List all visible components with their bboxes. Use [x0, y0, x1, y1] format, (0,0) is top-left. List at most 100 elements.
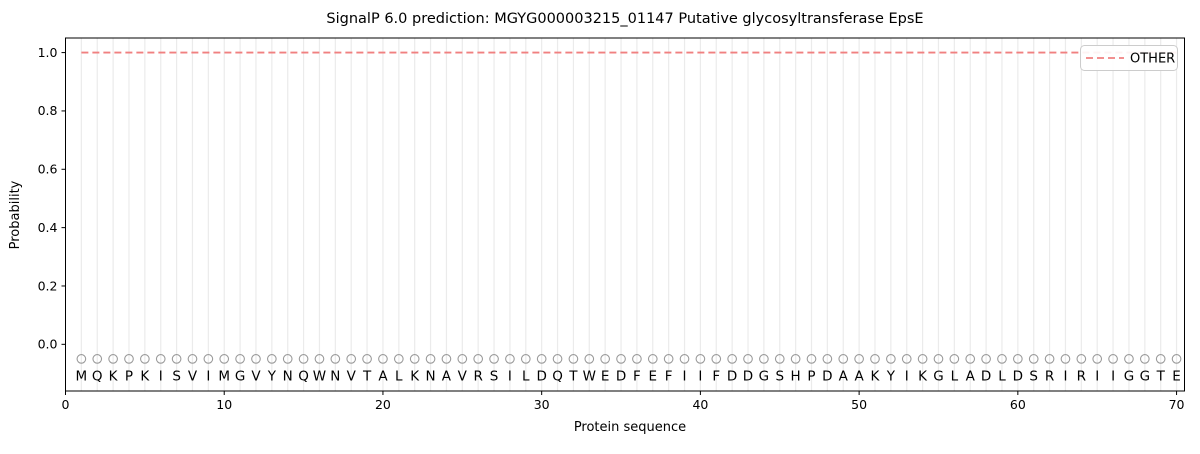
residue-letter: F [665, 369, 673, 385]
residue-marker [711, 354, 722, 364]
residue-marker [505, 354, 515, 364]
residue-marker [203, 354, 214, 364]
residue-marker [235, 354, 245, 364]
chart-title: SignalP 6.0 prediction: MGYG000003215_01… [326, 11, 923, 27]
residue-letter: D [536, 369, 546, 385]
residue-letter: W [313, 369, 326, 385]
residue-letter: D [981, 369, 991, 385]
residue-marker [584, 354, 595, 364]
residue-marker [298, 354, 309, 364]
y-tick-label: 1.0 [38, 45, 58, 60]
residue-letter: E [601, 369, 610, 385]
residue-letter: K [410, 369, 420, 385]
residue-letter: V [251, 369, 261, 385]
residue-letter: K [140, 369, 150, 385]
residue-marker [1012, 354, 1023, 364]
residue-marker [917, 354, 928, 364]
residue-marker [171, 354, 182, 364]
residue-markers [76, 354, 1182, 364]
residue-letter: R [1045, 369, 1054, 385]
residue-letter: P [125, 369, 133, 385]
y-axis: 0.0 0.2 0.4 0.6 0.8 1.0 [38, 45, 66, 352]
spine-box [65, 37, 1185, 392]
legend-box [1080, 45, 1178, 71]
x-axis-label: Protein sequence [574, 420, 686, 435]
residue-marker [616, 354, 626, 364]
residue-marker [76, 354, 87, 364]
residue-letter: G [1140, 369, 1150, 385]
x-tick-label: 10 [216, 397, 232, 412]
residue-letter: D [727, 369, 737, 385]
residue-marker [949, 354, 960, 364]
residue-marker [1060, 354, 1071, 364]
residue-marker [473, 354, 484, 364]
residue-marker [997, 354, 1007, 364]
residue-letter: T [568, 369, 578, 385]
residue-letter: S [490, 369, 499, 385]
residue-marker [568, 354, 579, 364]
residue-letter: I [1111, 369, 1115, 385]
y-tick-label: 0.2 [38, 278, 58, 293]
residue-letter: I [683, 369, 687, 385]
residue-marker [870, 354, 880, 364]
residue-letter: T [1156, 369, 1166, 385]
residue-letter: W [583, 369, 596, 385]
residue-letter: Y [886, 369, 896, 385]
residue-marker [266, 354, 277, 364]
residue-marker [378, 354, 388, 364]
residue-marker [1155, 354, 1166, 364]
residue-letter: A [839, 369, 849, 385]
x-tick-label: 20 [375, 397, 391, 412]
residue-letter: Y [267, 369, 277, 385]
residue-marker [600, 354, 611, 364]
residue-marker [1076, 354, 1087, 364]
residue-marker [679, 354, 690, 364]
residue-marker [901, 354, 912, 364]
residue-marker [647, 354, 658, 364]
residue-marker [822, 354, 833, 364]
residue-marker [790, 354, 801, 364]
residue-letter: V [458, 369, 468, 385]
residue-marker [806, 354, 817, 364]
residue-marker [155, 354, 166, 364]
x-tick-label: 60 [1010, 397, 1026, 412]
residue-marker [124, 354, 134, 364]
residue-letter: I [1095, 369, 1099, 385]
residue-letter: L [951, 369, 959, 385]
residue-letter: S [775, 369, 784, 385]
residue-marker [425, 354, 436, 364]
residue-letter: A [442, 369, 452, 385]
residue-letter: M [218, 369, 230, 385]
residue-marker [886, 354, 896, 364]
residue-marker [632, 354, 642, 364]
residue-letter: Q [552, 369, 563, 385]
y-axis-label: Probability [8, 180, 23, 249]
residue-marker [536, 354, 547, 364]
residue-marker [457, 354, 468, 364]
residue-letter: A [378, 369, 388, 385]
residue-letter: I [698, 369, 702, 385]
residue-marker [393, 354, 404, 364]
gridlines [80, 38, 1178, 391]
residue-letter: Q [298, 369, 309, 385]
residue-letter: I [508, 369, 512, 385]
residue-marker [759, 354, 769, 364]
residue-letter: V [347, 369, 357, 385]
residue-letter: L [522, 369, 530, 385]
residue-letter: I [905, 369, 909, 385]
residue-marker [1124, 354, 1134, 364]
residue-letter: E [649, 369, 658, 385]
residue-letter: I [159, 369, 163, 385]
residue-letter: S [172, 369, 181, 385]
residue-marker [981, 354, 991, 364]
residue-letter: G [1124, 369, 1134, 385]
residue-letter: G [933, 369, 943, 385]
residue-marker [251, 354, 261, 364]
residue-letter: D [1013, 369, 1023, 385]
residue-letter: G [759, 369, 769, 385]
residue-marker [520, 354, 531, 364]
residue-letter: D [822, 369, 832, 385]
y-tick-label: 0.8 [38, 103, 58, 118]
